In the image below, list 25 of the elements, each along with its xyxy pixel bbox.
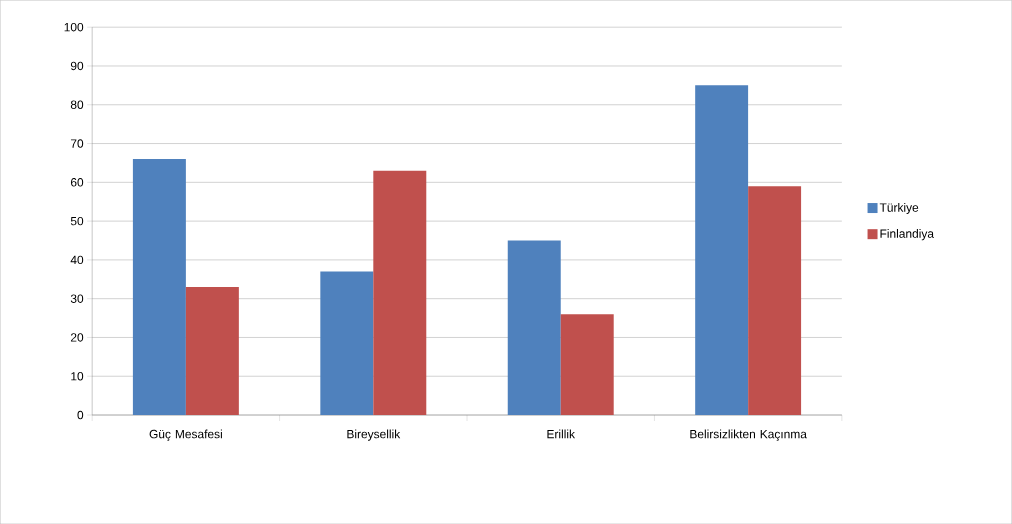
x-tick-label: Belirsizlikten Kaçınma: [690, 429, 807, 441]
legend-label: Finlandiya: [880, 229, 934, 241]
y-tick-label: 80: [70, 100, 84, 109]
y-tick-label: 10: [71, 371, 84, 381]
y-tick-label: 90: [70, 61, 84, 71]
x-tick-label: Güç Mesafesi: [149, 429, 222, 441]
bar: [132, 158, 186, 415]
y-tick-label: 100: [64, 22, 84, 32]
x-tick-label: Erillik: [547, 429, 576, 439]
x-tick-label: Bireysellik: [347, 429, 401, 441]
y-tick-label: 0: [77, 410, 84, 420]
y-tick-label: 40: [70, 255, 84, 265]
bar: [185, 286, 239, 415]
bar: [373, 170, 427, 415]
y-tick-label: 60: [70, 178, 84, 187]
y-tick-label: 70: [70, 139, 84, 148]
y-tick-label: 50: [70, 216, 84, 226]
bar: [507, 240, 561, 415]
y-tick-label: 20: [70, 333, 84, 342]
bar: [748, 186, 802, 415]
bar: [695, 85, 749, 415]
bar: [560, 314, 614, 415]
legend-label: Türkiye: [879, 202, 919, 215]
y-tick-label: 30: [70, 294, 84, 303]
bar: [320, 271, 374, 415]
